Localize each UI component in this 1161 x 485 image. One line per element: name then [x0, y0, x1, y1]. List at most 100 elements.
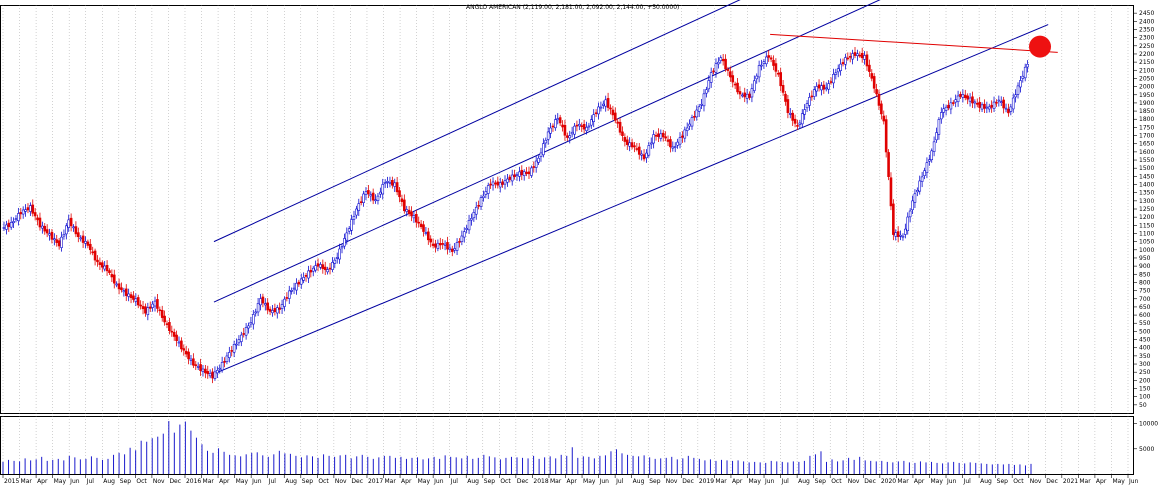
candle-body: [187, 351, 190, 360]
candle-body: [93, 250, 97, 261]
candle-body: [1016, 85, 1020, 95]
candle-body: [940, 112, 943, 120]
candle-body: [848, 56, 852, 58]
candle-body: [252, 314, 255, 325]
candle-body: [724, 58, 727, 70]
candle-body: [407, 209, 411, 214]
candle-body: [779, 72, 782, 87]
candle-body: [50, 231, 54, 240]
candle-body: [453, 248, 456, 251]
time-tick-label: Aug: [285, 478, 297, 485]
candle-body: [33, 212, 37, 217]
candle-body: [41, 225, 44, 229]
candle-body: [53, 238, 56, 241]
candle-body: [817, 84, 821, 89]
candle-body: [355, 208, 358, 216]
candle-body: [568, 135, 572, 139]
candle-body: [26, 207, 30, 211]
time-tick-label: May: [748, 478, 761, 485]
candle-body: [769, 57, 773, 60]
candle-body: [836, 68, 840, 73]
candle-body: [913, 193, 917, 203]
price-tick-label: 550: [1139, 320, 1151, 327]
candle-body: [951, 102, 955, 104]
price-tick-label: 1250: [1139, 206, 1154, 213]
candle-body: [765, 56, 768, 65]
candle-body: [388, 182, 392, 184]
candle-body: [309, 269, 313, 273]
candle-body: [832, 74, 835, 84]
price-tick-label: 150: [1139, 386, 1151, 393]
candle-body: [290, 290, 293, 292]
candle-body: [642, 154, 646, 160]
candle-body: [554, 119, 557, 129]
price-tick-label: 1350: [1139, 190, 1154, 197]
candle-body: [580, 125, 584, 128]
candle-body: [417, 221, 421, 224]
price-tick-label: 700: [1139, 296, 1151, 303]
candle-body: [551, 125, 555, 128]
candle-body: [216, 370, 219, 374]
candle-body: [340, 246, 344, 249]
candle-body: [932, 141, 936, 152]
candle-body: [597, 106, 600, 115]
candle-body: [599, 106, 603, 109]
candle-body: [546, 131, 550, 140]
candle-body: [1019, 80, 1022, 88]
candle-body: [858, 54, 862, 57]
candle-body: [244, 327, 248, 336]
candle-body: [474, 206, 478, 215]
candle-body: [942, 108, 946, 113]
candle-body: [911, 200, 914, 211]
candle-body: [681, 135, 684, 138]
candle-body: [688, 123, 691, 127]
candle-body: [518, 171, 521, 177]
candle-body: [398, 190, 401, 198]
price-tick-label: 1150: [1139, 222, 1154, 229]
price-tick-label: 800: [1139, 279, 1151, 286]
time-tick-label: Apr: [914, 478, 925, 485]
time-tick-label: 2019: [699, 478, 714, 485]
candle-body: [383, 182, 387, 185]
time-tick-label: Oct: [831, 478, 842, 485]
candle-body: [563, 124, 567, 136]
time-tick-label: Oct: [136, 478, 147, 485]
axis-frame: [0, 5, 1134, 475]
candle-body: [5, 224, 8, 230]
time-tick-label: May: [1112, 478, 1125, 485]
candle-body: [575, 124, 579, 127]
candle-body: [880, 103, 883, 115]
candle-body: [415, 213, 418, 223]
candle-body: [582, 124, 586, 130]
candle-body: [757, 65, 761, 78]
time-tick-label: 2020: [881, 478, 896, 485]
candle-body: [894, 232, 898, 237]
volume-tick-label: 10000: [1139, 421, 1158, 428]
candle-body: [240, 334, 243, 342]
candle-body: [594, 112, 598, 115]
candle-body: [446, 242, 449, 250]
candle-body: [1026, 63, 1029, 68]
candle-body: [705, 89, 708, 94]
candle-body: [7, 222, 11, 227]
candle-body: [484, 191, 488, 195]
time-tick-label: Nov: [153, 478, 165, 485]
candle-body: [685, 127, 689, 131]
candle-body: [441, 243, 444, 245]
price-tick-label: 1800: [1139, 116, 1154, 123]
candle-body: [184, 351, 188, 355]
candle-body: [968, 97, 972, 102]
candle-body: [520, 169, 524, 176]
price-tick-label: 1100: [1139, 230, 1154, 237]
time-tick-label: May: [236, 478, 249, 485]
candle-body: [141, 306, 145, 310]
candle-body: [156, 299, 159, 309]
candle-body: [220, 361, 224, 371]
price-tick-label: 500: [1139, 328, 1151, 335]
candle-body: [482, 195, 485, 199]
candle-body: [17, 213, 20, 222]
candle-body: [364, 191, 368, 195]
candle-body: [947, 104, 950, 109]
candle-body: [292, 287, 296, 290]
time-tick-label: Jul: [86, 478, 95, 485]
